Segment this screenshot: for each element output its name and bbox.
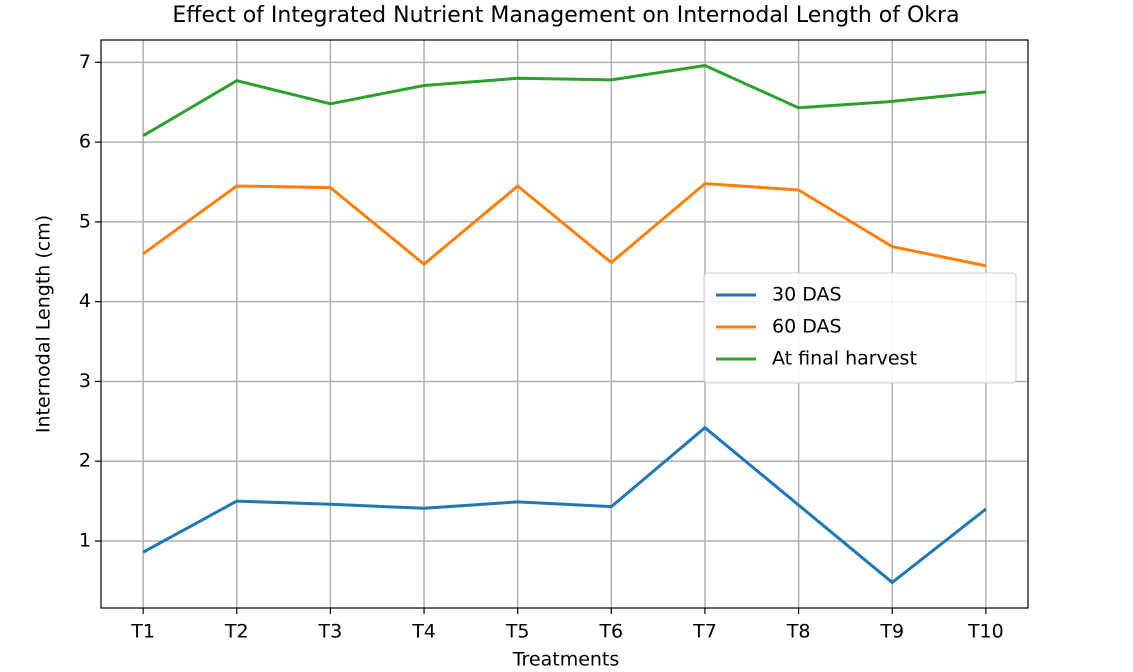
- x-tick-label: T5: [505, 621, 530, 643]
- legend-box: [703, 272, 1017, 384]
- series-line: [142, 426, 987, 584]
- series-line: [142, 64, 987, 138]
- series-line: [142, 182, 987, 268]
- y-axis-label: Internodal Length (cm): [33, 215, 55, 433]
- y-tick-label: 2: [79, 450, 91, 472]
- legend-label: 60 DAS: [772, 316, 842, 338]
- legend-label: At final harvest: [772, 348, 917, 370]
- x-tick-label: T9: [879, 621, 904, 643]
- x-tick-label: T4: [411, 621, 436, 643]
- x-tick-label: T6: [598, 621, 623, 643]
- x-tick-label: T7: [692, 621, 717, 643]
- x-axis-label: Treatments: [512, 649, 620, 671]
- chart-title: Effect of Integrated Nutrient Management…: [172, 3, 959, 28]
- x-tick-label: T8: [786, 621, 811, 643]
- legend-label: 30 DAS: [772, 284, 842, 306]
- y-tick-label: 3: [79, 370, 91, 392]
- y-tick-label: 1: [79, 529, 91, 551]
- x-tick-label: T3: [318, 621, 343, 643]
- x-tick-label: T1: [130, 621, 155, 643]
- x-tick-label: T2: [224, 621, 249, 643]
- plot-frame: [100, 39, 1029, 609]
- y-tick-label: 7: [79, 51, 91, 73]
- x-tick-label: T10: [967, 621, 1004, 643]
- y-tick-label: 4: [79, 290, 91, 312]
- y-tick-label: 6: [79, 131, 91, 153]
- y-tick-label: 5: [79, 210, 91, 232]
